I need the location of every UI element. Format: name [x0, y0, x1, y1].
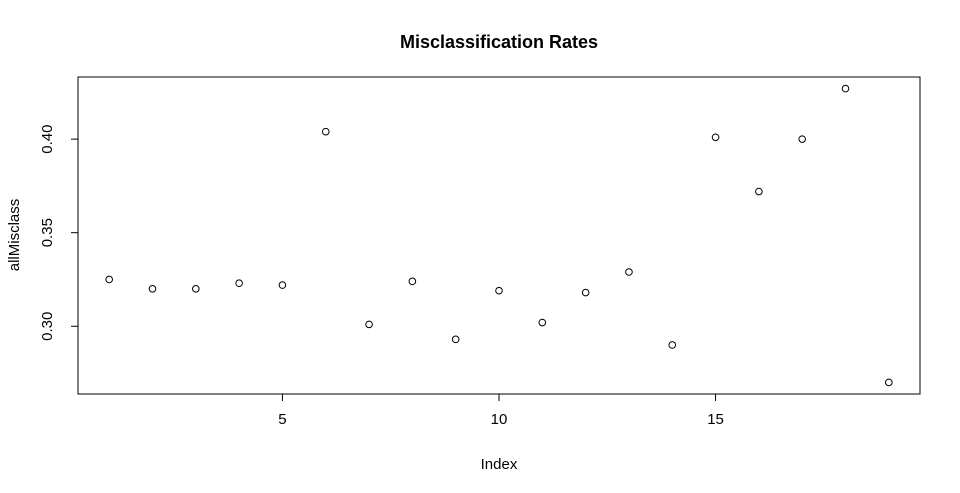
data-point	[755, 187, 763, 196]
data-point	[581, 288, 590, 297]
data-point	[841, 84, 850, 93]
y-axis: 0.30 0.35 0.40	[39, 125, 79, 341]
data-point	[235, 279, 243, 288]
data-point	[321, 127, 330, 136]
data-point	[192, 285, 200, 293]
data-point	[711, 133, 720, 142]
data-point	[538, 318, 547, 327]
y-axis-label: allMisclass	[6, 199, 23, 272]
x-tick-label: 5	[278, 411, 286, 428]
x-tick-label: 10	[491, 411, 508, 428]
data-point	[105, 275, 113, 284]
plot-area-border	[77, 76, 921, 395]
x-tick-label: 15	[707, 411, 724, 428]
y-tick-label: 0.40	[39, 125, 56, 154]
data-point	[798, 135, 806, 143]
data-point	[451, 335, 460, 344]
data-point	[885, 378, 893, 387]
x-axis: 5 10 15	[278, 393, 724, 428]
data-points	[105, 84, 893, 387]
data-point	[495, 286, 503, 295]
chart-title: Misclassification Rates	[400, 32, 598, 52]
data-point	[408, 277, 417, 286]
y-tick-label: 0.35	[39, 218, 56, 247]
data-point	[148, 285, 157, 293]
data-point	[365, 320, 373, 329]
data-point	[668, 341, 677, 349]
data-point	[278, 281, 287, 289]
x-axis-label: Index	[481, 456, 518, 473]
y-tick-label: 0.30	[39, 312, 56, 341]
data-point	[625, 268, 633, 276]
